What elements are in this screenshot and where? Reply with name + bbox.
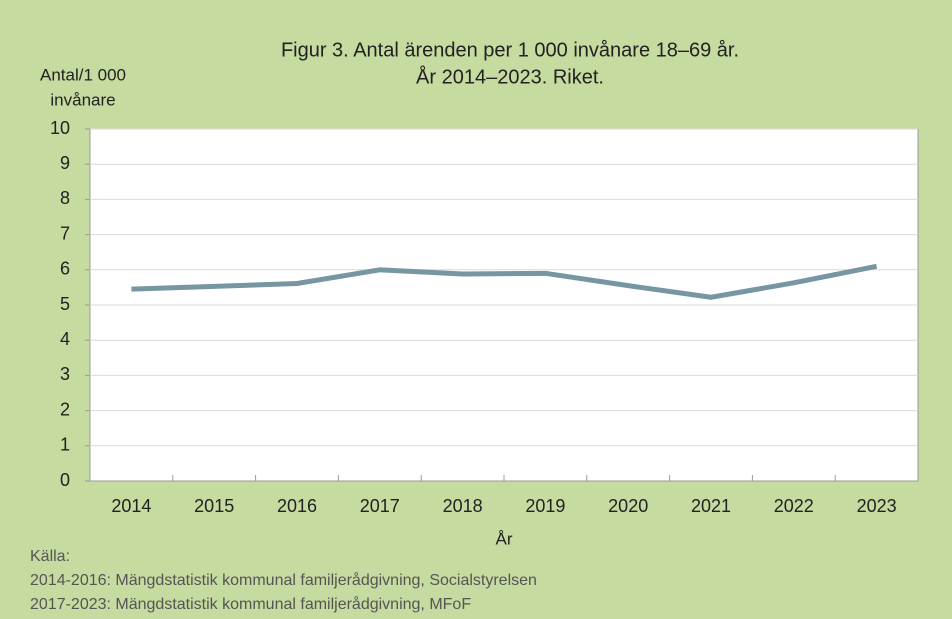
y-tick-label: 8 (60, 188, 70, 208)
source: 2014-2016: Mängdstatistik kommunal famil… (30, 571, 537, 589)
data-line (131, 263, 878, 300)
y-axis-label: Antal/1 000 (40, 65, 126, 84)
x-tick-label: 2018 (443, 496, 483, 516)
x-tick-label: 2016 (277, 496, 317, 516)
y-tick-label: 1 (60, 435, 70, 455)
x-tick-label: 2015 (194, 496, 234, 516)
y-tick-label: 6 (60, 259, 70, 279)
x-tick-label: 2021 (691, 496, 731, 516)
y-tick-label: 9 (60, 153, 70, 173)
x-tick-label: 2014 (111, 496, 151, 516)
source: Källa: (30, 548, 70, 565)
chart-title: Figur 3. Antal ärenden per 1 000 invånar… (281, 39, 739, 61)
x-tick-label: 2023 (857, 496, 897, 516)
y-tick-label: 2 (60, 399, 70, 419)
y-tick-label: 10 (50, 118, 70, 138)
y-axis-label: invånare (50, 90, 115, 109)
y-tick-label: 0 (60, 470, 70, 490)
y-tick-label: 7 (60, 223, 70, 243)
x-tick-label: 2022 (774, 496, 814, 516)
y-tick-label: 5 (60, 294, 70, 314)
x-tick-label: 2019 (525, 496, 565, 516)
source: 2017-2023: Mängdstatistik kommunal famil… (30, 595, 471, 613)
y-tick-label: 3 (60, 364, 70, 384)
chart-title: År 2014–2023. Riket. (416, 65, 604, 88)
x-axis-label: År (496, 529, 513, 548)
x-tick-label: 2017 (360, 496, 400, 516)
x-tick-label: 2020 (608, 496, 648, 516)
y-tick-label: 4 (60, 329, 70, 349)
